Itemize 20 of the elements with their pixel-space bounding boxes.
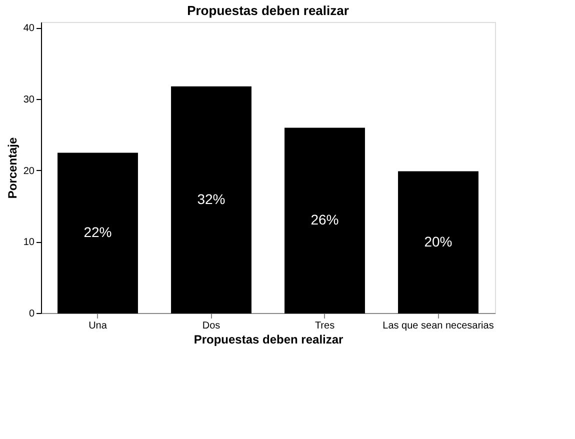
bar	[284, 128, 365, 314]
bar	[398, 171, 478, 314]
data-label: 32%	[197, 190, 226, 207]
data-label: 20%	[424, 233, 452, 250]
y-tick-label: 10	[23, 237, 35, 248]
data-label: 22%	[84, 224, 112, 240]
data-label: 26%	[310, 212, 339, 228]
x-tick-label: Dos	[202, 320, 220, 332]
x-axis-title: Propuestas deben realizar	[194, 332, 344, 346]
y-axis-title: Porcentaje	[5, 136, 20, 199]
x-tick-label: Tres	[314, 320, 335, 332]
y-tick-label: 30	[23, 94, 35, 106]
bar	[58, 152, 138, 314]
x-tick-label: Las que sean necesarias	[382, 320, 494, 332]
chart-title: Propuestas deben realizar	[187, 3, 349, 18]
y-tick-label: 40	[23, 23, 35, 34]
bar	[171, 86, 252, 314]
y-tick-label: 20	[23, 166, 35, 177]
x-tick-label: Una	[88, 320, 108, 332]
y-tick-label: 0	[28, 308, 35, 320]
